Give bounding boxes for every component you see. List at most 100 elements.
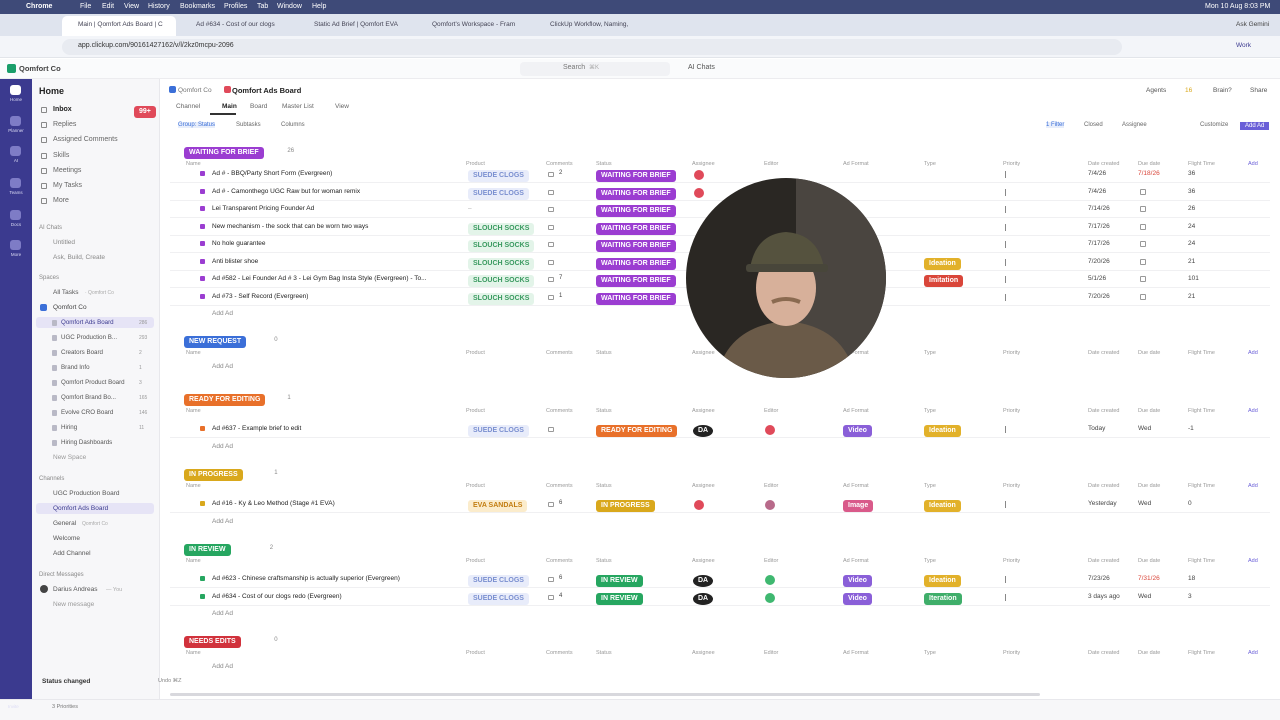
- menu-item[interactable]: History: [148, 3, 170, 10]
- rail-item[interactable]: AI: [13, 158, 19, 163]
- add-column[interactable]: Add: [1248, 558, 1258, 564]
- group-status[interactable]: IN REVIEW: [184, 544, 231, 556]
- toolbar-button[interactable]: Add Ad: [1240, 122, 1270, 130]
- toolbar-button[interactable]: Subtasks: [236, 122, 261, 128]
- invite[interactable]: Invite: [8, 704, 19, 709]
- add-row[interactable]: Add Ad: [212, 663, 233, 670]
- url-field[interactable]: [62, 39, 1122, 55]
- nav-item[interactable]: My Tasks: [53, 182, 83, 189]
- ai-chats[interactable]: AI Chats: [688, 64, 715, 71]
- toolbar-button[interactable]: Assignee: [1122, 122, 1147, 128]
- browser-tab[interactable]: ClickUp Workflow, Naming,: [550, 21, 629, 28]
- list-item[interactable]: Evolve CRO Board: [61, 409, 114, 416]
- task-name[interactable]: Lei Transparent Pricing Founder Ad: [212, 205, 315, 212]
- menu-item[interactable]: Profiles: [224, 3, 248, 10]
- search-box[interactable]: [520, 62, 670, 76]
- rail-item[interactable]: Docs: [10, 222, 22, 227]
- rail-item[interactable]: Planner: [8, 128, 24, 133]
- browser-tab[interactable]: Static Ad Brief | Qomfort EVA: [314, 21, 398, 28]
- status-pill[interactable]: WAITING FOR BRIEF: [596, 187, 676, 200]
- channel[interactable]: Add Channel: [53, 550, 91, 557]
- undo[interactable]: Undo ⌘Z: [158, 678, 182, 684]
- header-action[interactable]: 16: [1185, 87, 1193, 94]
- nav-item[interactable]: Skills: [53, 151, 70, 159]
- task-name[interactable]: Anti blister shoe: [212, 257, 259, 265]
- add-column[interactable]: Add: [1248, 161, 1258, 167]
- header-action[interactable]: Brain?: [1213, 87, 1232, 94]
- menu-item[interactable]: Bookmarks: [180, 3, 216, 10]
- status-pill[interactable]: IN REVIEW: [596, 592, 643, 605]
- channel[interactable]: Qomfort Ads Board: [53, 505, 109, 512]
- group-status[interactable]: READY FOR EDITING: [184, 394, 266, 406]
- add-column[interactable]: Add: [1248, 483, 1258, 489]
- nav-item[interactable]: Inbox: [53, 106, 72, 113]
- rail-item[interactable]: Teams: [9, 190, 23, 195]
- ai-item[interactable]: Untitled: [53, 239, 76, 246]
- space[interactable]: Qomfort Co: [53, 304, 87, 311]
- list-item[interactable]: Qomfort Product Board: [61, 379, 125, 386]
- group-status[interactable]: NEW REQUEST: [184, 336, 247, 348]
- browser-tab[interactable]: Ad #634 - Cost of our clogs: [196, 21, 275, 28]
- toolbar-button[interactable]: Group: Status: [178, 122, 216, 128]
- status-pill[interactable]: WAITING FOR BRIEF: [596, 240, 676, 252]
- toolbar-button[interactable]: Columns: [281, 122, 305, 128]
- add-column[interactable]: Add: [1248, 650, 1258, 656]
- list-item[interactable]: Hiring: [61, 424, 78, 431]
- menu-item[interactable]: Help: [312, 3, 327, 10]
- toolbar-button[interactable]: Closed: [1084, 122, 1103, 128]
- menu-item[interactable]: Tab: [257, 3, 269, 10]
- dm-user[interactable]: Darius Andreas: [53, 586, 98, 593]
- url[interactable]: app.clickup.com/90161427162/v/l/2kz0mcpu…: [78, 42, 234, 49]
- channel[interactable]: General: [53, 520, 77, 527]
- status-pill[interactable]: WAITING FOR BRIEF: [596, 292, 676, 305]
- task-name[interactable]: Ad #637 - Example brief to edit: [212, 425, 302, 432]
- ask-gemini[interactable]: Ask Gemini: [1236, 21, 1270, 28]
- nav-item[interactable]: Assigned Comments: [53, 136, 118, 144]
- add-row[interactable]: Add Ad: [212, 517, 233, 525]
- status-pill[interactable]: READY FOR EDITING: [596, 425, 678, 437]
- status-pill[interactable]: WAITING FOR BRIEF: [596, 205, 676, 217]
- list-item[interactable]: Qomfort Ads Board: [61, 319, 114, 326]
- task-name[interactable]: Ad #623 - Chinese craftsmanship is actua…: [212, 575, 400, 582]
- list-item[interactable]: Hiring Dashboards: [61, 439, 113, 446]
- rail-item[interactable]: Home: [9, 97, 22, 102]
- task-name[interactable]: Ad #582 - Lei Founder Ad # 3 - Lei Gym B…: [212, 275, 427, 282]
- status-pill[interactable]: IN REVIEW: [596, 575, 643, 587]
- menu-item[interactable]: File: [80, 3, 92, 10]
- nav-item[interactable]: More: [53, 197, 69, 205]
- profile[interactable]: Work: [1236, 42, 1252, 49]
- view-tab[interactable]: Master List: [282, 103, 314, 110]
- nav-item[interactable]: Meetings: [53, 166, 82, 174]
- list-item[interactable]: Creators Board: [61, 349, 103, 356]
- header-action[interactable]: Share: [1250, 87, 1268, 94]
- list-item[interactable]: UGC Production B...: [61, 334, 118, 341]
- task-name[interactable]: Ad #634 - Cost of our clogs redo (Evergr…: [212, 592, 342, 600]
- add-row[interactable]: Add Ad: [212, 442, 233, 450]
- header-action[interactable]: Agents: [1146, 87, 1167, 94]
- task-name[interactable]: Ad #73 - Self Record (Evergreen): [212, 292, 309, 300]
- list-item[interactable]: Qomfort Brand Bo...: [61, 394, 117, 401]
- add-column[interactable]: Add: [1248, 408, 1258, 414]
- nav-item[interactable]: All Tasks: [53, 289, 79, 296]
- toolbar-button[interactable]: Customize: [1200, 122, 1229, 128]
- browser-tab[interactable]: Main | Qomfort Ads Board | C: [78, 21, 163, 28]
- channel[interactable]: Welcome: [53, 535, 80, 542]
- task-name[interactable]: Ad # - Camonthego UGC Raw but for woman …: [212, 187, 361, 195]
- menu-item[interactable]: Edit: [102, 3, 115, 10]
- task-name[interactable]: Ad # - BBQ/Party Short Form (Evergreen): [212, 170, 333, 177]
- task-name[interactable]: Ad #16 - Ky & Leo Method (Stage #1 EVA): [212, 500, 335, 507]
- view-tab[interactable]: Channel: [176, 103, 201, 110]
- breadcrumb[interactable]: Qomfort Co: [178, 87, 212, 94]
- add-row[interactable]: Add Ad: [212, 310, 233, 317]
- browser-tab[interactable]: Qomfort's Workspace - Fram: [432, 21, 516, 28]
- add-row[interactable]: Add Ad: [212, 610, 233, 617]
- nav-item[interactable]: Replies: [53, 121, 77, 129]
- list-item[interactable]: Brand Info: [61, 364, 90, 371]
- menu-item[interactable]: Window: [277, 3, 302, 10]
- status-pill[interactable]: WAITING FOR BRIEF: [596, 222, 676, 235]
- view-tab[interactable]: Board: [250, 103, 268, 110]
- status-pill[interactable]: WAITING FOR BRIEF: [596, 275, 676, 287]
- status-pill[interactable]: WAITING FOR BRIEF: [596, 257, 676, 270]
- ai-item[interactable]: Ask, Build, Create: [53, 254, 106, 261]
- status-pill[interactable]: WAITING FOR BRIEF: [596, 170, 676, 182]
